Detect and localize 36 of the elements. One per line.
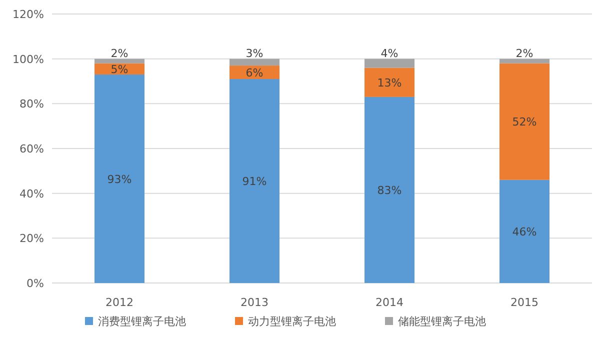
bar [230, 58, 280, 66]
bar [500, 63, 550, 180]
bar [364, 96, 414, 283]
bar [500, 58, 550, 64]
x-tick-label: 2015 [510, 296, 538, 309]
data-label: 52% [512, 116, 537, 129]
data-label: 2% [516, 46, 534, 60]
legend-label: 动力型锂离子电池 [248, 315, 336, 328]
data-label: 2% [110, 46, 128, 60]
data-label: 4% [380, 46, 398, 60]
legend-label: 储能型锂离子电池 [398, 315, 486, 328]
x-tick-label: 2013 [240, 296, 268, 309]
data-label: 13% [377, 76, 402, 90]
bar [500, 180, 550, 283]
bar [364, 58, 414, 68]
y-tick-label: 60% [20, 142, 44, 156]
bar [94, 74, 144, 283]
y-tick-label: 100% [12, 52, 44, 66]
legend-label: 消费型锂离子电池 [98, 315, 186, 328]
x-tick-label: 2012 [106, 296, 134, 309]
data-label: 93% [107, 172, 132, 186]
data-label: 46% [512, 225, 537, 238]
bar [230, 79, 280, 283]
y-tick-label: 120% [12, 8, 44, 21]
data-label: 91% [242, 175, 267, 188]
x-tick-label: 2014 [376, 296, 404, 309]
y-tick-label: 0% [26, 277, 44, 290]
data-label: 3% [246, 46, 264, 60]
data-label: 6% [246, 66, 264, 80]
bar [364, 68, 414, 97]
data-label: 83% [377, 184, 402, 197]
y-tick-label: 40% [20, 187, 44, 200]
y-tick-label: 20% [20, 232, 44, 246]
bar [94, 58, 144, 64]
data-label: 5% [110, 62, 128, 76]
y-tick-label: 80% [20, 98, 44, 111]
